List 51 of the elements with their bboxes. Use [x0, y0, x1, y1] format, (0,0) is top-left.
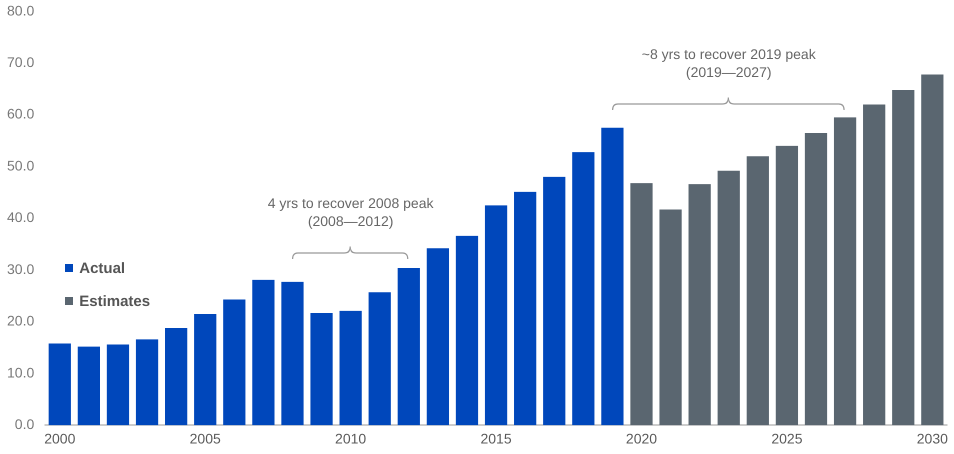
- bar: [892, 90, 914, 426]
- bar: [106, 344, 130, 426]
- bar: [194, 314, 216, 426]
- bar: [368, 292, 391, 426]
- bar: [601, 128, 624, 426]
- bar: [281, 282, 304, 426]
- y-tick-label: 20.0: [7, 312, 34, 329]
- bar: [718, 170, 740, 426]
- bar: [398, 268, 420, 426]
- x-tick-label: 2010: [335, 430, 366, 446]
- bar: [514, 192, 536, 426]
- bar: [310, 312, 333, 426]
- bar: [165, 328, 188, 426]
- x-tick-label: 2025: [771, 430, 803, 446]
- x-tick-label: 2020: [626, 430, 658, 446]
- legend-label: Actual: [78, 260, 126, 277]
- bar: [746, 156, 769, 426]
- bar: [863, 104, 886, 426]
- bar: [340, 310, 362, 426]
- bar: [804, 132, 828, 426]
- x-tick-label: 2030: [916, 430, 948, 446]
- bar: [572, 152, 594, 426]
- y-tick-label: 0.0: [14, 416, 34, 432]
- y-tick-label: 10.0: [7, 364, 34, 380]
- legend-label: Estimates: [78, 292, 150, 310]
- bar: [776, 146, 798, 426]
- bar: [136, 339, 158, 426]
- x-tick-label: 2005: [190, 430, 221, 446]
- bar: [688, 184, 711, 426]
- y-tick-label: 30.0: [7, 260, 34, 277]
- bar: [78, 346, 100, 426]
- bar: [484, 205, 508, 426]
- y-tick-label: 50.0: [7, 157, 34, 174]
- y-tick-label: 80.0: [7, 2, 34, 18]
- x-tick-label: 2000: [44, 430, 76, 446]
- y-tick-label: 70.0: [7, 54, 34, 70]
- bar: [426, 248, 450, 426]
- bar: [223, 300, 246, 426]
- bar: [252, 280, 275, 426]
- bar: [630, 183, 653, 426]
- bar: [48, 343, 71, 426]
- y-tick-label: 40.0: [7, 209, 34, 226]
- x-tick-label: 2015: [480, 430, 512, 446]
- annotation: ~8 yrs to recover 2019 peak (2019—2027): [640, 45, 817, 81]
- annotation: 4 yrs to recover 2008 peak (2008—2012): [266, 194, 434, 230]
- bar: [543, 176, 566, 426]
- bar: [456, 236, 478, 426]
- bar: [659, 210, 682, 426]
- bar: [921, 74, 944, 426]
- y-tick-label: 60.0: [7, 106, 34, 122]
- bar: [834, 117, 856, 426]
